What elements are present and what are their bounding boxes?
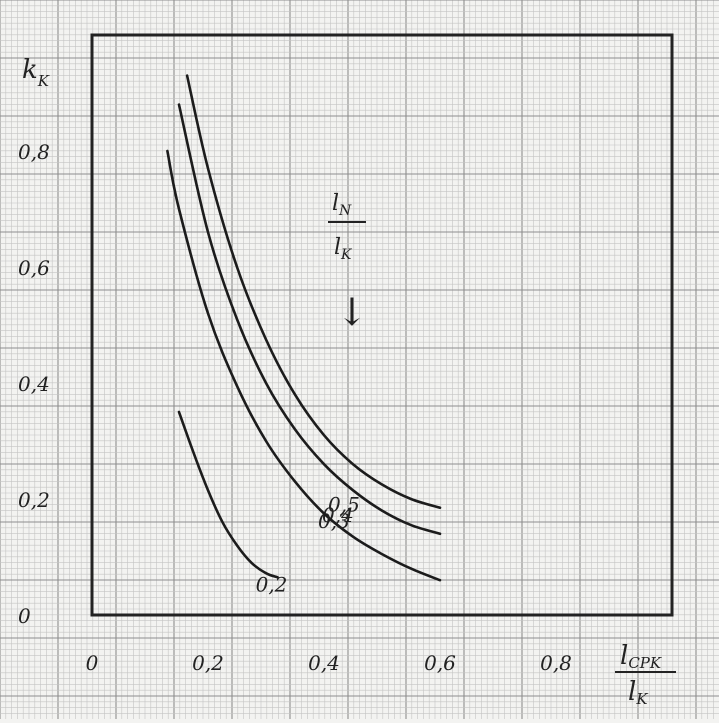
y-tick-label: 0,4 (18, 372, 50, 396)
y-axis-label: kK (22, 55, 50, 90)
series-group: 0,50,40,30,2 (166, 74, 442, 596)
series-line (177, 103, 442, 536)
x-axis-label: lCPK lK (615, 641, 676, 708)
plot-frame (90, 33, 674, 617)
x-axis-numerator: lCPK (620, 641, 662, 672)
parameter-denominator: lK (334, 235, 353, 263)
x-tick-label: 0,4 (308, 651, 340, 675)
tick-labels: 0 0,2 0,4 0,6 0,8 0 0,2 0,4 0,6 0,8 (18, 140, 572, 675)
series-line (185, 74, 442, 509)
y-tick-label: 0,8 (18, 140, 50, 164)
y-tick-label: 0,6 (18, 256, 50, 280)
series-label: 0,5 (328, 493, 360, 517)
series-label: 0,2 (256, 572, 288, 596)
series-label: 0,3 (318, 509, 350, 533)
series-line (177, 410, 279, 579)
y-tick-label: 0 (18, 604, 31, 628)
y-tick-label: 0,2 (18, 488, 50, 512)
parameter-label: lN lK ↓ (328, 191, 368, 334)
series-line (166, 149, 442, 582)
x-tick-label: 0 (86, 651, 99, 675)
x-axis-denominator: lK (628, 677, 648, 708)
parameter-arrow: ↓ (336, 290, 368, 334)
x-tick-label: 0,8 (540, 651, 572, 675)
x-tick-label: 0,2 (192, 651, 224, 675)
x-tick-label: 0,6 (424, 651, 456, 675)
parameter-numerator: lN (332, 191, 352, 219)
